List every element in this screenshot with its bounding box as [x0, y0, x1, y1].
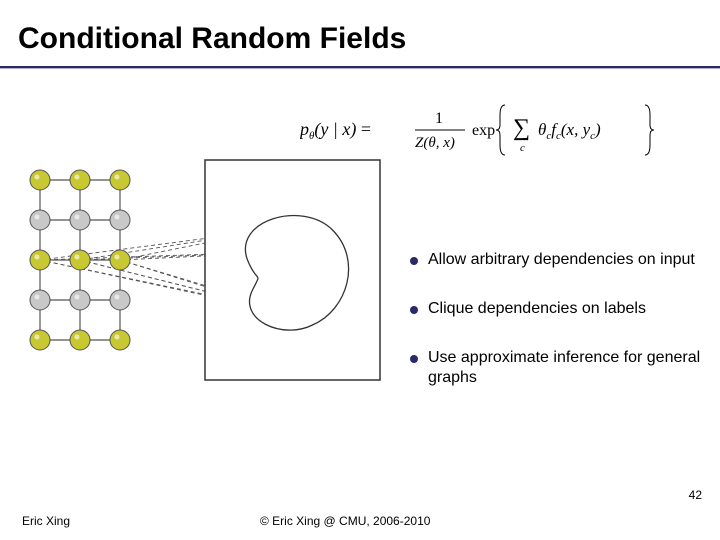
footer-author: Eric Xing [22, 514, 70, 528]
footer-copyright: © Eric Xing @ CMU, 2006-2010 [260, 514, 430, 528]
bullet-item: Allow arbitrary dependencies on input [410, 250, 710, 271]
svg-text:c: c [520, 142, 525, 154]
svg-text:θcfc(x, yc): θcfc(x, yc) [538, 120, 601, 142]
bullet-text: Clique dependencies on labels [428, 299, 646, 320]
bullet-list: Allow arbitrary dependencies on input Cl… [410, 250, 710, 417]
crf-diagram [20, 140, 390, 420]
title-rule-light [0, 68, 720, 69]
slide-title: Conditional Random Fields [18, 22, 406, 56]
formula-p: p [300, 119, 309, 139]
page-number: 42 [689, 488, 702, 502]
svg-text:exp: exp [472, 122, 495, 139]
svg-text:1: 1 [435, 110, 443, 127]
bullet-dot-icon [410, 257, 418, 265]
bullet-text: Allow arbitrary dependencies on input [428, 250, 695, 271]
svg-text:Z(θ, x): Z(θ, x) [415, 135, 455, 151]
bullet-item: Clique dependencies on labels [410, 299, 710, 320]
svg-text:pθ(y | x) =: pθ(y | x) = [300, 119, 371, 142]
bullet-dot-icon [410, 355, 418, 363]
bullet-text: Use approximate inference for general gr… [428, 348, 710, 390]
bullet-dot-icon [410, 306, 418, 314]
bullet-item: Use approximate inference for general gr… [410, 348, 710, 390]
svg-text:∑: ∑ [513, 115, 530, 141]
